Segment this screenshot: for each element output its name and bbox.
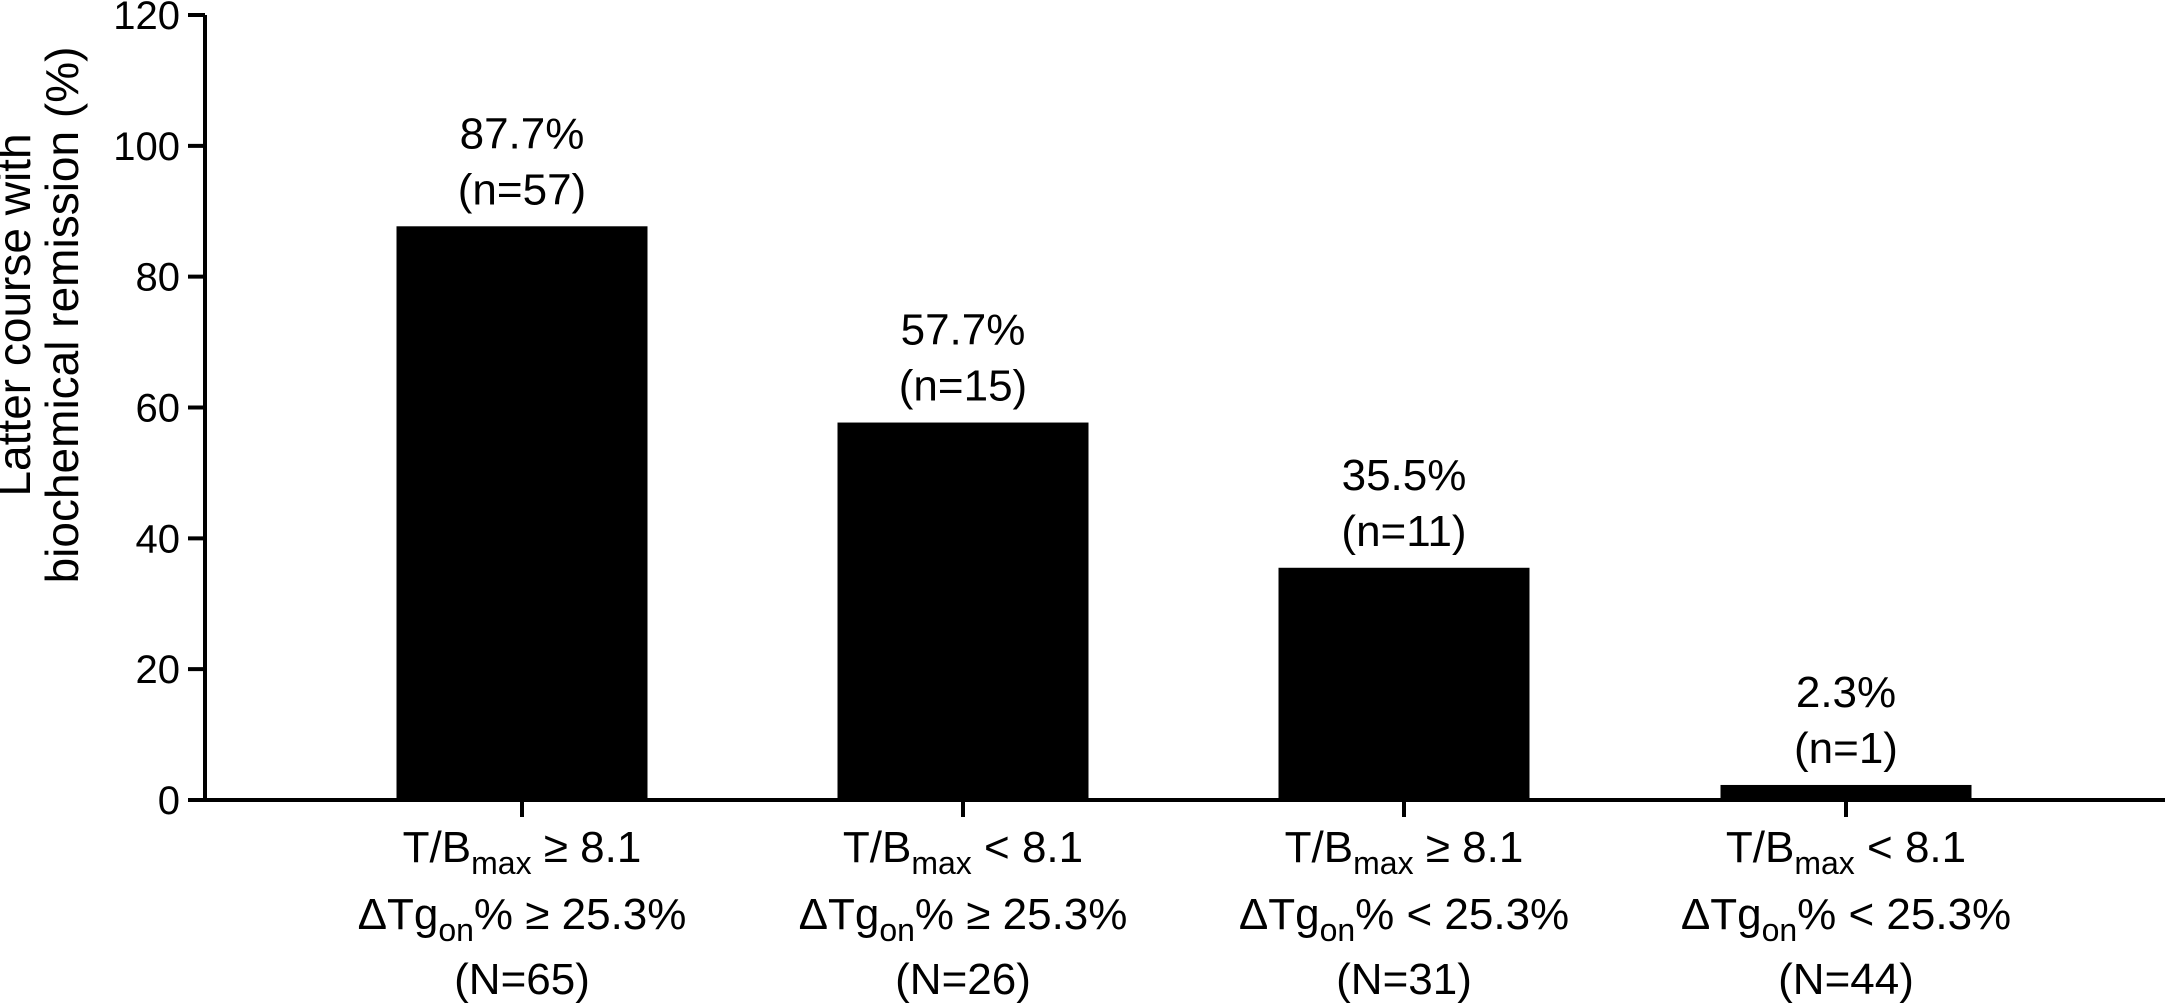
category-1-line-2-rest: % ≥ 25.3% bbox=[474, 890, 686, 939]
y-tick-label-60: 60 bbox=[136, 387, 181, 431]
count-label-2: (n=15) bbox=[899, 362, 1027, 411]
y-tick-label-100: 100 bbox=[113, 125, 180, 169]
category-1-line-1-rest: ≥ 8.1 bbox=[532, 823, 642, 872]
y-tick-label-20: 20 bbox=[136, 648, 181, 692]
category-4-line-1-rest: < 8.1 bbox=[1855, 823, 1966, 872]
count-label-1: (n=57) bbox=[458, 165, 586, 214]
category-3-line-1-main: T/B bbox=[1285, 823, 1353, 872]
category-3-line-1-rest: ≥ 8.1 bbox=[1414, 823, 1524, 872]
y-axis-title: Latter course with biochemical remission… bbox=[0, 47, 88, 584]
category-2-line-2-sub: on bbox=[879, 912, 915, 948]
category-2-line-1-sub: max bbox=[911, 845, 971, 881]
category-4-line-2: ΔTgon% < 25.3% bbox=[1681, 890, 2011, 948]
category-label-3: T/Bmax ≥ 8.1 ΔTgon% < 25.3% (N=31) bbox=[1239, 823, 1569, 1004]
category-label-1: T/Bmax ≥ 8.1 ΔTgon% ≥ 25.3% (N=65) bbox=[358, 823, 687, 1004]
count-label-3: (n=11) bbox=[1341, 507, 1466, 556]
category-3-line-2: ΔTgon% < 25.3% bbox=[1239, 890, 1569, 948]
category-4-line-2-rest: % < 25.3% bbox=[1797, 890, 2011, 939]
bar-1 bbox=[396, 226, 648, 800]
category-1-line-2: ΔTgon% ≥ 25.3% bbox=[358, 890, 687, 948]
category-2-line-1-main: T/B bbox=[843, 823, 911, 872]
category-4-line-1-sub: max bbox=[1794, 845, 1854, 881]
category-4-line-2-main: ΔTg bbox=[1681, 890, 1762, 939]
category-1-line-1-main: T/B bbox=[403, 823, 471, 872]
category-2-line-2-rest: % ≥ 25.3% bbox=[915, 890, 1127, 939]
category-3-line-1: T/Bmax ≥ 8.1 bbox=[1285, 823, 1524, 881]
value-label-2: 57.7% bbox=[901, 306, 1026, 355]
bar-2 bbox=[837, 422, 1089, 800]
bar-4 bbox=[1720, 784, 1972, 800]
category-2-line-2: ΔTgon% ≥ 25.3% bbox=[799, 890, 1128, 948]
category-2-line-1: T/Bmax < 8.1 bbox=[843, 823, 1083, 881]
bar-3 bbox=[1278, 567, 1530, 800]
category-1-line-3: (N=65) bbox=[454, 955, 590, 1004]
category-4-line-1: T/Bmax < 8.1 bbox=[1726, 823, 1966, 881]
category-label-4: T/Bmax < 8.1 ΔTgon% < 25.3% (N=44) bbox=[1681, 823, 2011, 1004]
category-3-line-1-sub: max bbox=[1353, 845, 1413, 881]
category-1-line-1: T/Bmax ≥ 8.1 bbox=[403, 823, 642, 881]
category-4-line-2-sub: on bbox=[1762, 912, 1798, 948]
value-label-1: 87.7% bbox=[460, 109, 585, 158]
category-2-line-3: (N=26) bbox=[895, 955, 1031, 1004]
category-3-line-3: (N=31) bbox=[1336, 955, 1472, 1004]
category-1-line-2-sub: on bbox=[438, 912, 474, 948]
category-4-line-3: (N=44) bbox=[1778, 955, 1914, 1004]
labels-group: 0 20 40 60 80 100 120 87.7% (n=57) 57.7% (n=15) 35.… bbox=[113, 0, 2011, 1004]
y-tick-label-80: 80 bbox=[136, 256, 181, 300]
value-label-4: 2.3% bbox=[1796, 668, 1896, 717]
y-tick-label-0: 0 bbox=[158, 779, 180, 823]
category-2-line-1-rest: < 8.1 bbox=[972, 823, 1083, 872]
bars-group bbox=[396, 226, 1972, 800]
y-axis-title-line-1: Latter course with bbox=[0, 133, 40, 496]
category-2-line-2-main: ΔTg bbox=[799, 890, 880, 939]
category-1-line-2-main: ΔTg bbox=[358, 890, 439, 939]
count-label-4: (n=1) bbox=[1794, 724, 1898, 773]
value-label-3: 35.5% bbox=[1342, 451, 1467, 500]
y-axis-title-line-2: biochemical remission (%) bbox=[36, 47, 88, 584]
category-4-line-1-main: T/B bbox=[1726, 823, 1794, 872]
axes-group bbox=[188, 13, 2165, 817]
category-1-line-1-sub: max bbox=[471, 845, 531, 881]
category-label-2: T/Bmax < 8.1 ΔTgon% ≥ 25.3% (N=26) bbox=[799, 823, 1128, 1004]
y-tick-label-120: 120 bbox=[113, 0, 180, 38]
y-tick-label-40: 40 bbox=[136, 517, 181, 561]
category-3-line-2-sub: on bbox=[1320, 912, 1356, 948]
category-3-line-2-main: ΔTg bbox=[1239, 890, 1320, 939]
category-3-line-2-rest: % < 25.3% bbox=[1355, 890, 1569, 939]
